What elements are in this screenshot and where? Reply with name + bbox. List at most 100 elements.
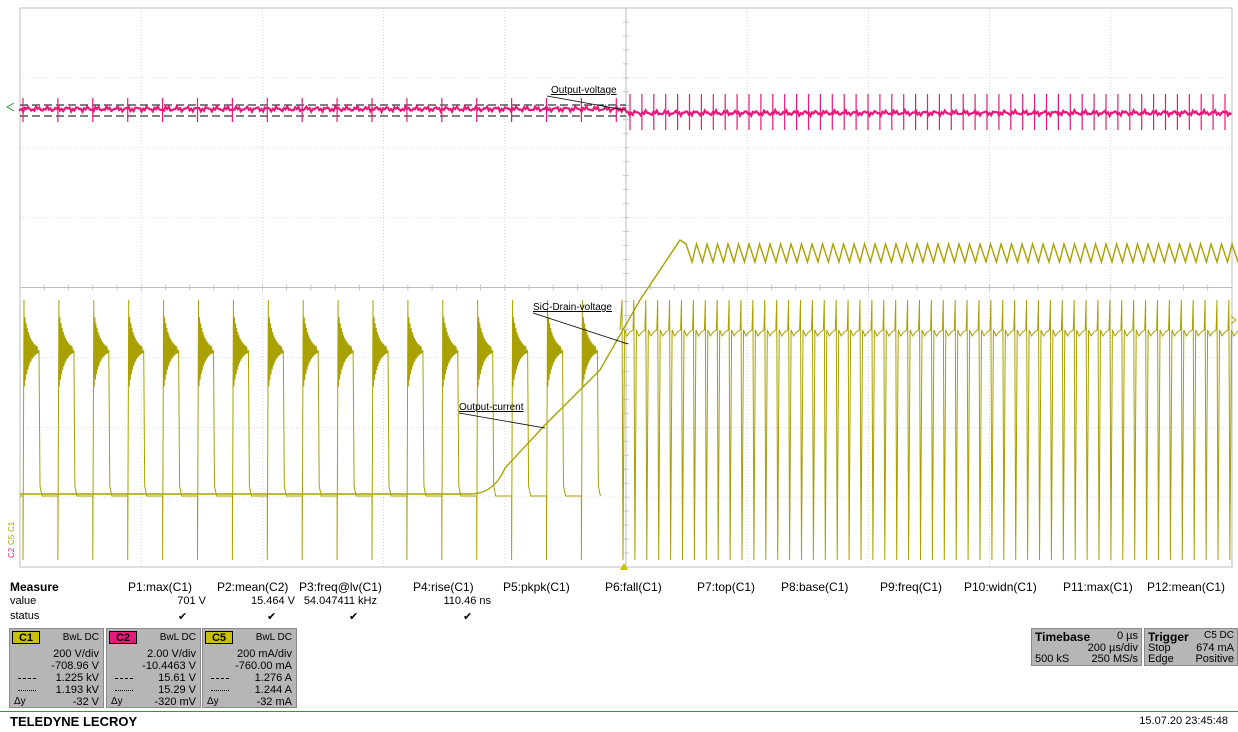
channel-vdiv-row: 2.00 V/div (109, 648, 196, 660)
trigger-mode: Stop (1148, 642, 1171, 654)
channel-cursor2-row: 15.29 V (109, 684, 196, 696)
measure-title: Measure (10, 580, 59, 594)
channel-vdiv: 200 mA/div (236, 648, 292, 660)
delta-label: Δy (207, 696, 219, 707)
output-voltage-leader (546, 95, 626, 111)
trigger-type: Edge (1148, 653, 1174, 665)
measure-value-row: value 701 V 15.464 V 54.047411 kHz 110.46 n… (0, 595, 1238, 609)
channel-offset: -708.96 V (51, 660, 99, 672)
channel-delta: -32 mA (256, 696, 292, 708)
channel-offset-row: -10.4463 V (109, 660, 196, 672)
cursor1-line-icon (18, 678, 36, 679)
measure-param-name[interactable]: P8:base(C1) (781, 580, 849, 594)
status-separator (0, 711, 1238, 712)
channel-tag[interactable]: C5 (205, 631, 233, 644)
channel-delta-row: Δy -320 mV (109, 696, 196, 708)
channel-tag[interactable]: C1 (12, 631, 40, 644)
measure-status-row: status ✔ ✔ ✔ ✔ (0, 610, 1238, 624)
c2-marker: C2 (7, 547, 16, 558)
timebase-panel[interactable]: Timebase 0 µs 200 µs/div 500 kS 250 MS/s (1031, 628, 1142, 666)
brand-logo: TELEDYNE LECROY (10, 714, 138, 729)
c2-offset-arrow-icon[interactable] (5, 102, 15, 112)
channel-cursor1-row: 15.61 V (109, 672, 196, 684)
channel-panel-c1[interactable]: C1 BwL DC 200 V/div -708.96 V 1.225 kV 1.193 … (9, 628, 104, 708)
channel-cursor2-row: 1.244 A (205, 684, 292, 696)
output-voltage-label: Output-voltage (551, 85, 617, 96)
cursor2-line-icon (115, 690, 133, 691)
status-check-icon: ✔ (463, 611, 473, 623)
drain-voltage-label: SiC-Drain-voltage (533, 302, 612, 313)
trace-labels: Output-voltage SiC-Drain-voltage Output-… (458, 85, 629, 429)
trigger-source: C5 DC (1203, 630, 1234, 641)
output-current-trace (20, 239, 1238, 495)
waveform-display[interactable]: Output-voltage SiC-Drain-voltage Output-… (0, 0, 1238, 570)
measure-param-name[interactable]: P2:mean(C2) (217, 580, 289, 594)
drain-voltage-leader (532, 312, 629, 345)
delta-label: Δy (14, 696, 26, 707)
cursor2-line-icon (18, 690, 36, 691)
channel-offset-row: -708.96 V (12, 660, 99, 672)
left-channel-markers: C1 C5 C2 (5, 102, 16, 558)
channel-coupling: BwL DC (62, 632, 99, 643)
channel-header: C1 BwL DC (12, 631, 101, 644)
measure-param-name[interactable]: P10:widn(C1) (964, 580, 1037, 594)
measure-param-name[interactable]: P9:freq(C1) (880, 580, 943, 594)
channel-cursor1-row: 1.225 kV (12, 672, 99, 684)
output-voltage-trace (18, 103, 1232, 119)
measure-param-name[interactable]: P1:max(C1) (128, 580, 193, 594)
trigger-position-icon[interactable] (620, 563, 628, 570)
display-background (0, 0, 1238, 570)
channel-delta: -32 V (72, 696, 99, 708)
timebase-samples: 500 kS (1035, 653, 1070, 665)
delta-label: Δy (111, 696, 123, 707)
trigger-level-arrow-icon[interactable] (1230, 315, 1237, 325)
measure-param-value: 15.464 V (250, 595, 295, 607)
output-current-label: Output-current (459, 402, 524, 413)
measure-param-name[interactable]: P12:mean(C1) (1147, 580, 1226, 594)
cursor1-line-icon (211, 678, 229, 679)
status-check-icon: ✔ (178, 611, 188, 623)
measure-param-value: 701 V (177, 595, 206, 607)
channel-vdiv: 2.00 V/div (147, 648, 196, 660)
channel-panel-c5[interactable]: C5 BwL DC 200 mA/div -760.00 mA 1.276 A 1.244… (202, 628, 297, 708)
channel-offset-row: -760.00 mA (205, 660, 292, 672)
channel-cursor1-row: 1.276 A (205, 672, 292, 684)
channel-header: C5 BwL DC (205, 631, 294, 644)
timebase-title: Timebase (1035, 630, 1091, 644)
measure-param-name[interactable]: P5:pkpk(C1) (503, 580, 570, 594)
channel-offset: -10.4463 V (142, 660, 196, 672)
channel-vdiv-row: 200 V/div (12, 648, 99, 660)
channel-delta: -320 mV (154, 696, 196, 708)
channel-tag[interactable]: C2 (109, 631, 137, 644)
channel-vdiv-row: 200 mA/div (205, 648, 292, 660)
channel-delta-row: Δy -32 V (12, 696, 99, 708)
channel-cursor2-row: 1.193 kV (12, 684, 99, 696)
value-row-label: value (10, 595, 37, 607)
channel-delta-row: Δy -32 mA (205, 696, 292, 708)
status-row-label: status (10, 610, 40, 622)
output-voltage-spikes (22, 94, 1226, 130)
measure-param-name[interactable]: P11:max(C1) (1063, 580, 1133, 594)
channel-cursor2: 15.29 V (158, 684, 196, 696)
measure-param-name[interactable]: P4:rise(C1) (413, 580, 474, 594)
traces-layer (18, 94, 1238, 561)
channel-cursor1: 15.61 V (158, 672, 196, 684)
measure-param-name[interactable]: P3:freq@lv(C1) (299, 580, 382, 594)
trigger-panel[interactable]: Trigger C5 DC Stop 674 mA Edge Positive (1144, 628, 1238, 666)
timebase-delay: 0 µs (1116, 630, 1138, 642)
trigger-title: Trigger (1148, 630, 1189, 644)
channel-panel-c2[interactable]: C2 BwL DC 2.00 V/div -10.4463 V 15.61 V 15.29… (106, 628, 201, 708)
status-check-icon: ✔ (267, 611, 277, 623)
timestamp: 15.07.20 23:45:48 (1139, 715, 1228, 727)
channel-cursor2: 1.244 A (254, 684, 292, 696)
channel-vdiv: 200 V/div (53, 648, 99, 660)
measure-param-name[interactable]: P6:fall(C1) (605, 580, 662, 594)
measure-param-name[interactable]: P7:top(C1) (697, 580, 756, 594)
trigger-level: 674 mA (1196, 642, 1234, 654)
channel-offset: -760.00 mA (235, 660, 292, 672)
c5-marker: C5 (7, 534, 16, 545)
graticule (19, 7, 1233, 568)
measure-header-row: Measure P1:max(C1) P2:mean(C2) P3:freq@lv(… (0, 580, 1238, 594)
status-check-icon: ✔ (349, 611, 359, 623)
c1-marker: C1 (7, 521, 16, 532)
